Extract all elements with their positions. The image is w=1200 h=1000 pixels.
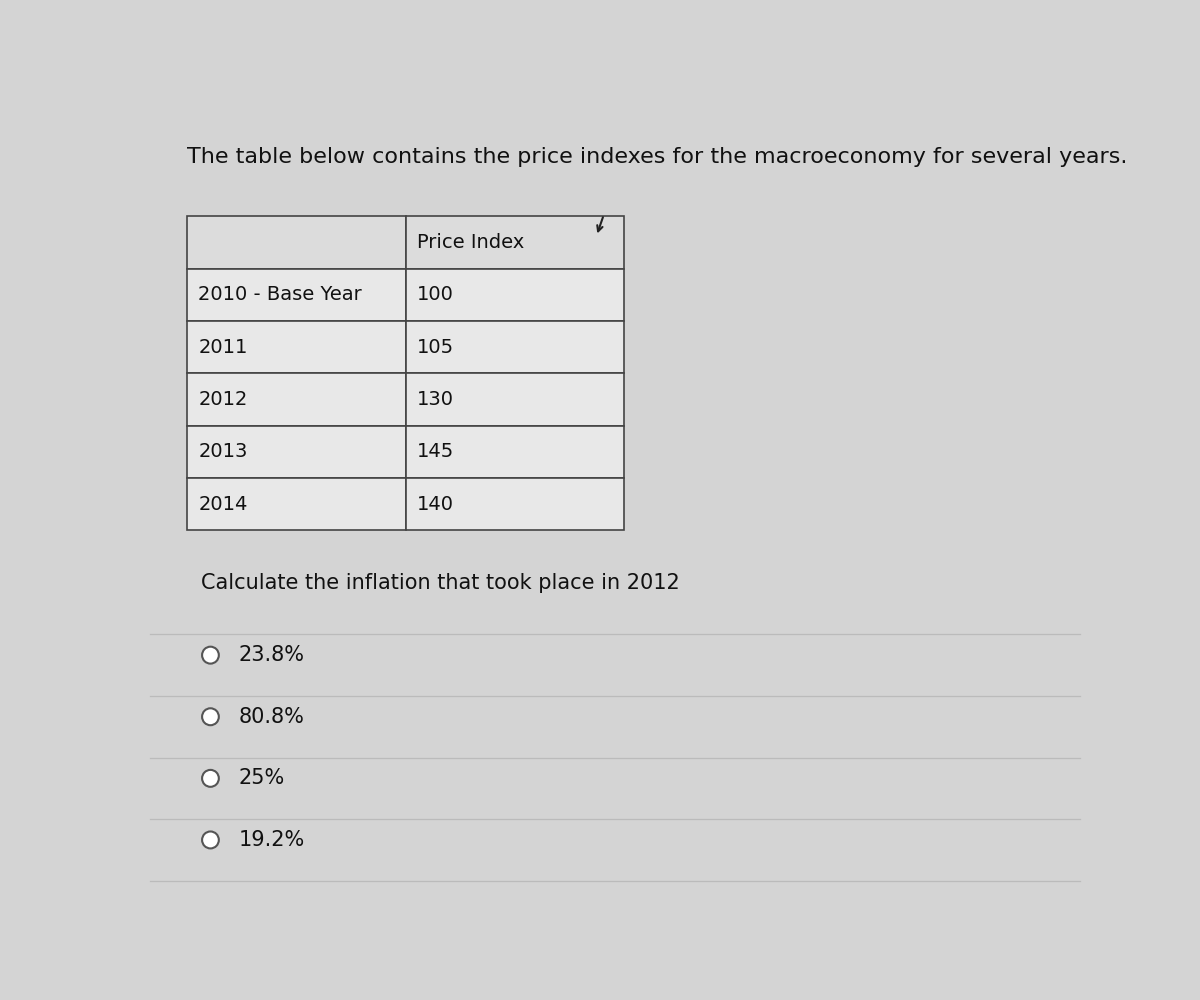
Bar (187, 426, 406, 478)
Text: 23.8%: 23.8% (239, 645, 305, 665)
Text: 100: 100 (416, 285, 454, 304)
Text: 140: 140 (416, 495, 454, 514)
Bar (187, 269, 406, 321)
Text: 2013: 2013 (198, 442, 247, 461)
Bar (187, 216, 406, 269)
Text: 145: 145 (416, 442, 454, 461)
Text: 130: 130 (416, 390, 454, 409)
Text: 2012: 2012 (198, 390, 247, 409)
Bar (406, 478, 624, 530)
Text: 2014: 2014 (198, 495, 247, 514)
Text: The table below contains the price indexes for the macroeconomy for several year: The table below contains the price index… (187, 147, 1128, 167)
Ellipse shape (202, 770, 218, 787)
Bar (406, 373, 624, 426)
Bar (187, 321, 406, 373)
Bar (406, 216, 624, 269)
Text: 2011: 2011 (198, 338, 247, 357)
Ellipse shape (202, 831, 218, 848)
Text: 105: 105 (416, 338, 454, 357)
Text: Price Index: Price Index (416, 233, 524, 252)
Text: 19.2%: 19.2% (239, 830, 305, 850)
Bar (406, 426, 624, 478)
Text: 2010 - Base Year: 2010 - Base Year (198, 285, 362, 304)
Ellipse shape (202, 708, 218, 725)
Text: 80.8%: 80.8% (239, 707, 305, 727)
Bar (406, 269, 624, 321)
Ellipse shape (202, 647, 218, 664)
Text: 25%: 25% (239, 768, 284, 788)
Bar (187, 373, 406, 426)
Bar (187, 478, 406, 530)
Bar (406, 321, 624, 373)
Text: Calculate the inflation that took place in 2012: Calculate the inflation that took place … (202, 573, 680, 593)
